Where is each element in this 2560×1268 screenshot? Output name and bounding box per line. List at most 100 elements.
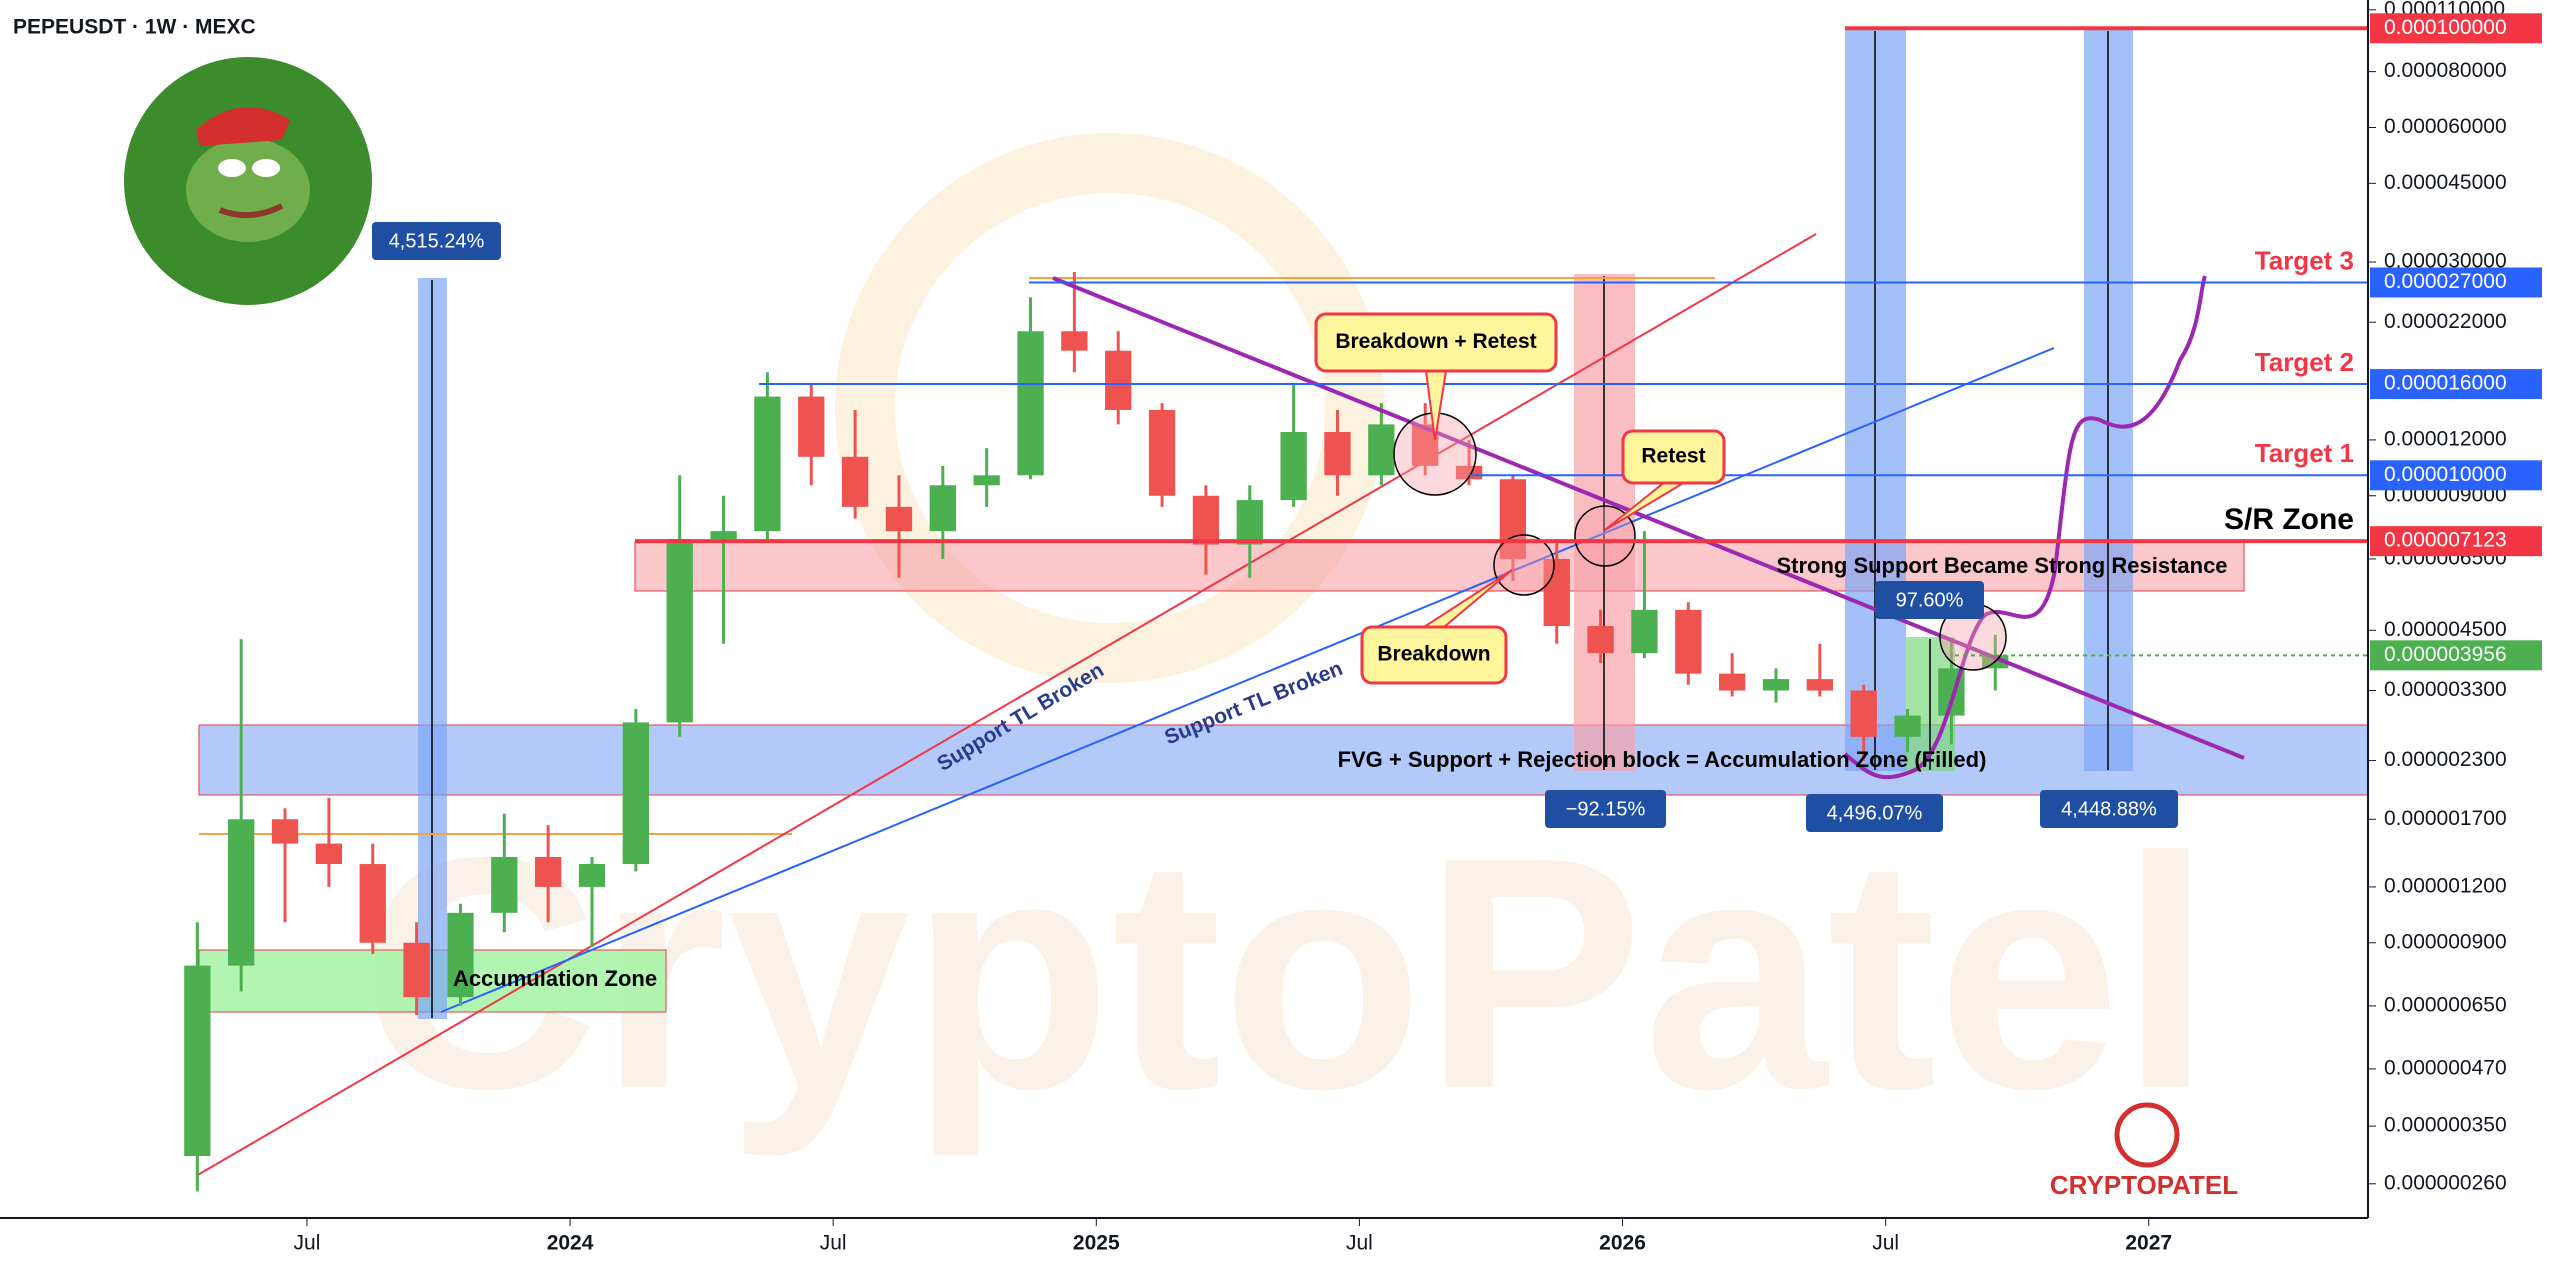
candle-body (798, 396, 825, 457)
price-axis-bg (2368, 0, 2560, 1268)
y-tick-label: 0.000060000 (2384, 115, 2507, 138)
level-name: S/R Zone (2224, 503, 2354, 536)
candle-body (271, 819, 299, 844)
x-tick-label: Jul (294, 1232, 321, 1255)
x-tick-label: 2027 (2125, 1232, 2172, 1255)
candle-body (1017, 331, 1044, 476)
candle-body (1148, 409, 1176, 496)
y-tick-label: 0.000000260 (2384, 1171, 2507, 1194)
zones (195, 29, 2369, 1177)
brand-text: CRYPTOPATEL (2050, 1170, 2238, 1200)
trendline (440, 347, 2055, 1013)
measure-label: 4,448.88% (2061, 798, 2157, 820)
watermark-coin (835, 133, 1385, 683)
logo-cap (196, 107, 290, 146)
trendline (195, 233, 1817, 1177)
callout-box (1314, 312, 1558, 373)
candle-body (1543, 558, 1570, 627)
callout-box (1621, 429, 1726, 485)
x-tick-label: Jul (820, 1232, 847, 1255)
price-label: 0.000003956 (2384, 643, 2507, 666)
measure-label: −92.15% (1566, 798, 1646, 820)
price-label: 0.000100000 (2384, 16, 2507, 39)
annotation-text: FVG + Support + Rejection block = Accumu… (1338, 747, 1987, 772)
price-label-bg (2370, 526, 2542, 557)
candle-body (710, 531, 737, 540)
callout-text: Breakdown + Retest (1335, 330, 1536, 353)
y-tick-label: 0.000012000 (2384, 427, 2507, 450)
candle-body (491, 856, 518, 913)
y-tick-label: 0.000045000 (2384, 171, 2507, 194)
candle-body (1587, 626, 1614, 654)
y-tick-label: 0.000000650 (2384, 993, 2507, 1016)
level-name: Target 2 (2255, 347, 2354, 377)
candle-body (1236, 500, 1263, 545)
time-axis-bg (0, 1218, 2368, 1268)
callout-text: Retest (1641, 445, 1705, 468)
candle-body (315, 843, 343, 865)
price-label-bg (2370, 369, 2542, 400)
x-tick-label: 2024 (547, 1232, 594, 1255)
candle-body (1192, 495, 1220, 545)
y-tick-label: 0.000001700 (2384, 807, 2507, 830)
x-tick-label: Jul (1346, 1232, 1373, 1255)
candle-body (1806, 679, 1834, 691)
candles (184, 271, 2009, 1192)
x-tick-label: 2025 (1073, 1232, 1120, 1255)
candle-body (973, 475, 1000, 486)
measure-label: 4,496.07% (1827, 802, 1923, 824)
candle-body (1061, 331, 1088, 351)
candle-body (359, 864, 386, 943)
candle-body (1718, 673, 1746, 691)
pepe-logo (124, 57, 372, 305)
callout-text: Breakdown (1377, 643, 1490, 666)
highlight-circle (1493, 534, 1555, 596)
measure-label-bg (2040, 790, 2178, 828)
resistance-trendline (1052, 276, 2245, 760)
candle-body (578, 864, 606, 887)
brand-ring (2114, 1102, 2180, 1168)
candle-body (447, 912, 474, 998)
candle-body (666, 539, 693, 723)
y-tick-label: 0.000000470 (2384, 1056, 2507, 1079)
measure-label: 4,515.24% (389, 230, 485, 252)
logo-eye (252, 159, 280, 177)
measure-label-bg (1545, 790, 1666, 828)
y-tick-label: 0.000002300 (2384, 748, 2507, 771)
logo-eye (218, 159, 246, 177)
brand-logo: CRYPTOPATEL (2050, 1102, 2238, 1200)
callout-box (1360, 625, 1508, 685)
candle-body (841, 456, 869, 507)
y-tick-label: 0.000000900 (2384, 930, 2507, 953)
candle-body (1894, 715, 1921, 737)
level-name: Target 3 (2255, 245, 2354, 275)
price-label: 0.000010000 (2384, 463, 2507, 486)
candle-body (184, 965, 211, 1157)
price-label: 0.000016000 (2384, 372, 2507, 395)
price-label-bg (2370, 640, 2542, 671)
y-tick-label: 0.000030000 (2384, 250, 2507, 273)
projection-path (1843, 275, 2207, 780)
price-label-bg (2370, 267, 2542, 298)
x-tick-label: 2026 (1599, 1232, 1646, 1255)
y-tick-label: 0.000000350 (2384, 1114, 2507, 1137)
y-tick-label: 0.000003300 (2384, 678, 2507, 701)
candle-body (534, 856, 562, 887)
price-label: 0.000007123 (2384, 529, 2507, 552)
candle-body (1631, 609, 1658, 654)
candle-body (1324, 431, 1351, 476)
annotation-text: Accumulation Zone (453, 966, 657, 991)
annotation-text: Strong Support Became Strong Resistance (1776, 553, 2227, 578)
candle-body (1675, 609, 1702, 674)
price-label-bg (2370, 460, 2542, 491)
fvg-zone (198, 724, 2369, 796)
candle-body (1499, 479, 1527, 559)
y-tick-label: 0.000080000 (2384, 59, 2507, 82)
overlay: Target 3 Target 2 Target 1 S/R Zone Breakdow… (372, 26, 2368, 991)
candle-body (754, 396, 781, 532)
measure-label-bg (1875, 581, 1984, 619)
candle-body (403, 942, 430, 998)
